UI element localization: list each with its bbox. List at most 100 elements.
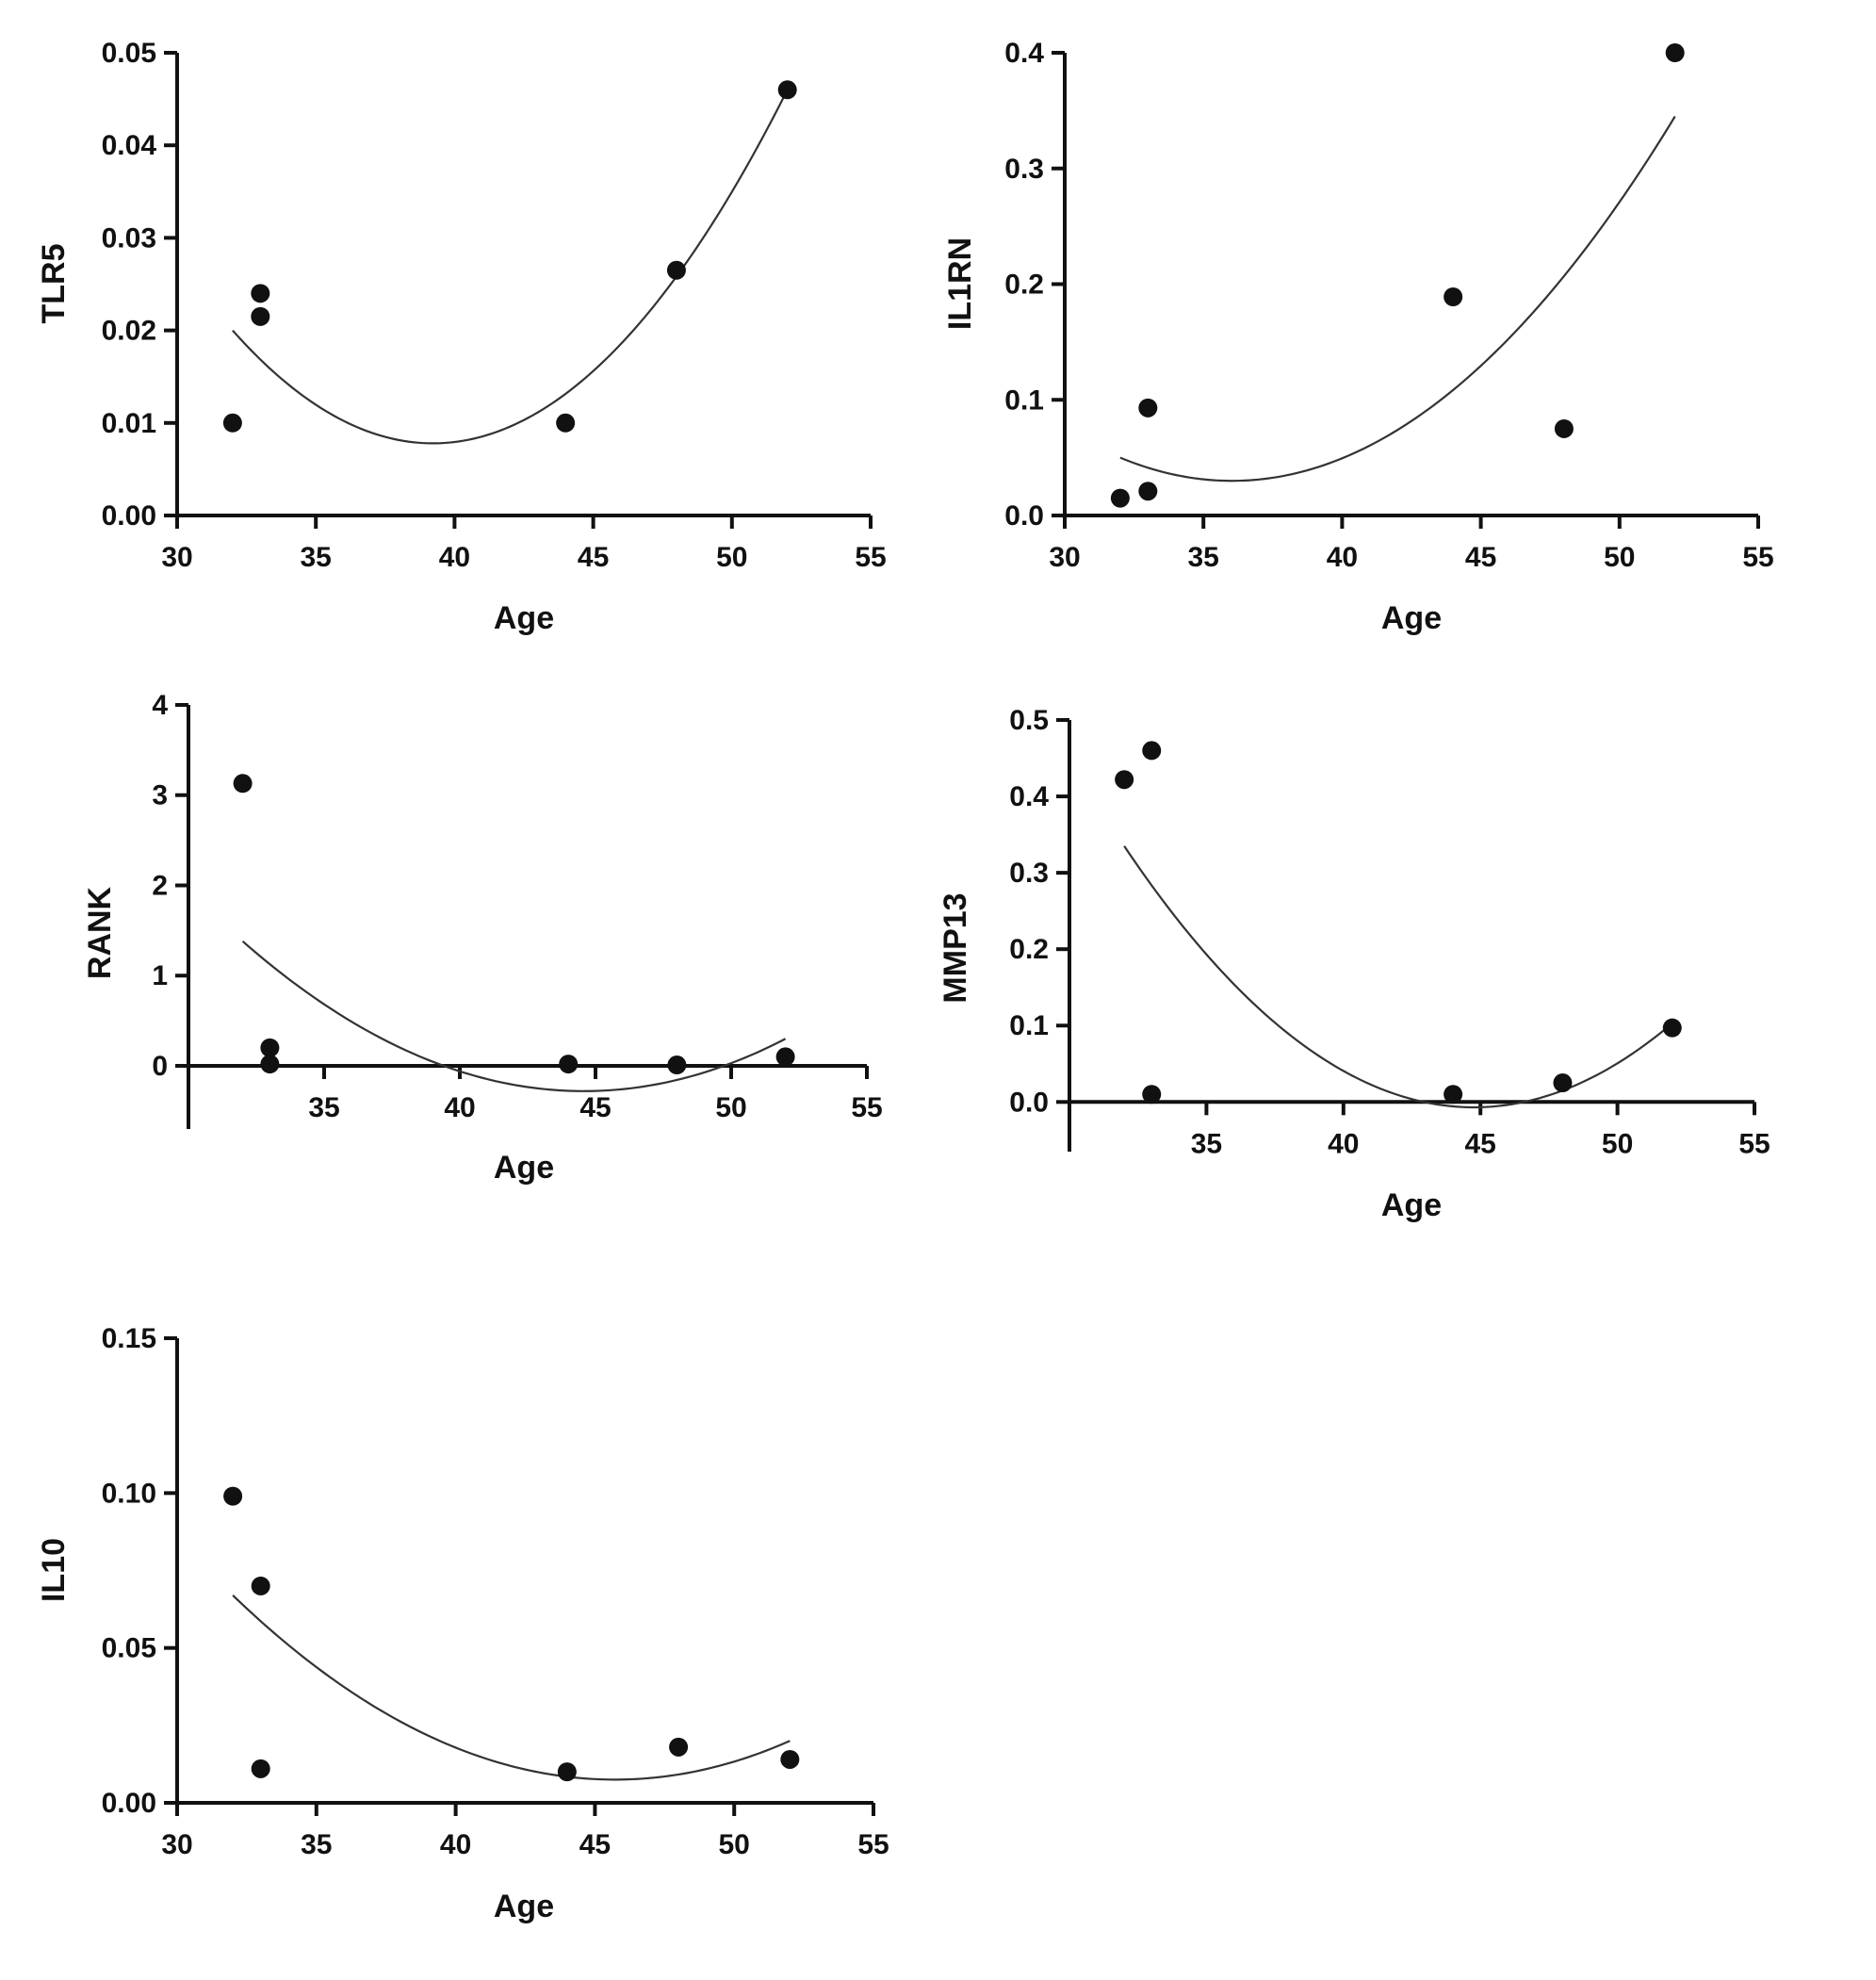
rank-data-point bbox=[775, 1047, 795, 1067]
rank-data-point bbox=[260, 1038, 280, 1057]
rank-data-point bbox=[667, 1055, 687, 1075]
il1rn-x-tick-label: 45 bbox=[1465, 542, 1496, 573]
mmp13-data-point bbox=[1444, 1085, 1463, 1105]
il10-x-tick-label: 45 bbox=[579, 1829, 611, 1860]
tlr5-data-point bbox=[777, 80, 797, 100]
tlr5-y-tick-label: 0.00 bbox=[102, 500, 156, 532]
rank-y-tick-label: 4 bbox=[152, 690, 168, 721]
il1rn-y-tick-label: 0.1 bbox=[1004, 385, 1044, 416]
rank-ticks: 0 1 2 3 4 35 40 45 50 55 bbox=[152, 690, 883, 1129]
il1rn-y-tick-label: 0.3 bbox=[1004, 154, 1044, 185]
tlr5-x-tick-label: 55 bbox=[855, 542, 886, 573]
mmp13-data-point bbox=[1142, 1085, 1162, 1105]
il10-x-tick-label: 40 bbox=[440, 1829, 471, 1860]
mmp13-y-tick-label: 0.4 bbox=[1009, 781, 1049, 812]
il1rn-x-tick-label: 35 bbox=[1188, 542, 1219, 573]
rank-y-tick-label: 2 bbox=[152, 870, 168, 901]
rank-x-tick-label: 35 bbox=[308, 1092, 339, 1123]
il1rn-ticks: 0.0 0.1 0.2 0.3 0.4 30 35 40 45 50 55 bbox=[1004, 38, 1773, 573]
il1rn-y-tick-label: 0.4 bbox=[1004, 38, 1044, 69]
mmp13-y-tick-label: 0.2 bbox=[1009, 934, 1049, 965]
mmp13-x-tick-label: 50 bbox=[1602, 1128, 1633, 1159]
il10-panel: 0.00 0.05 0.10 0.15 30 35 40 45 50 55 Age IL10 bbox=[36, 1323, 889, 1924]
mmp13-y-tick-label: 0.0 bbox=[1009, 1087, 1049, 1118]
il10-marks bbox=[223, 1486, 800, 1782]
rank-fit-curve bbox=[241, 941, 787, 1092]
il1rn-fit-curve bbox=[1119, 115, 1676, 483]
tlr5-fit-curve bbox=[232, 89, 789, 445]
il10-data-point bbox=[669, 1737, 689, 1757]
rank-y-tick-label: 0 bbox=[152, 1051, 168, 1082]
mmp13-y-tick-label: 0.5 bbox=[1009, 705, 1049, 736]
mmp13-y-tick-label: 0.3 bbox=[1009, 858, 1049, 889]
rank-data-point bbox=[233, 774, 253, 794]
il10-x-tick-label: 30 bbox=[161, 1829, 192, 1860]
il10-fit-curve bbox=[232, 1594, 791, 1781]
tlr5-x-tick-label: 30 bbox=[161, 542, 192, 573]
rank-x-tick-label: 45 bbox=[579, 1092, 611, 1123]
mmp13-x-tick-label: 40 bbox=[1328, 1128, 1359, 1159]
tlr5-data-point bbox=[251, 284, 270, 303]
il10-data-point bbox=[223, 1486, 243, 1506]
tlr5-y-tick-label: 0.02 bbox=[102, 316, 156, 347]
tlr5-y-tick-label: 0.05 bbox=[102, 38, 156, 69]
il1rn-data-point bbox=[1138, 482, 1158, 501]
tlr5-panel: 0.00 0.01 0.02 0.03 0.04 0.05 30 35 40 45 50 55 Age… bbox=[36, 38, 887, 636]
tlr5-marks bbox=[222, 80, 797, 445]
tlr5-y-axis-title: TLR5 bbox=[36, 244, 72, 324]
il10-x-tick-label: 35 bbox=[301, 1829, 332, 1860]
il1rn-data-point bbox=[1138, 398, 1158, 417]
rank-y-axis-title: RANK bbox=[82, 886, 118, 979]
tlr5-x-tick-label: 40 bbox=[439, 542, 470, 573]
mmp13-x-tick-label: 35 bbox=[1191, 1128, 1222, 1159]
rank-x-tick-label: 40 bbox=[444, 1092, 475, 1123]
tlr5-data-point bbox=[222, 413, 242, 433]
il1rn-panel: 0.0 0.1 0.2 0.3 0.4 30 35 40 45 50 55 Age IL1RN bbox=[942, 38, 1774, 636]
il1rn-data-point bbox=[1444, 287, 1463, 307]
il10-x-tick-label: 50 bbox=[719, 1829, 750, 1860]
il10-ticks: 0.00 0.05 0.10 0.15 30 35 40 45 50 55 bbox=[102, 1323, 889, 1860]
il10-data-point bbox=[557, 1762, 577, 1782]
mmp13-x-tick-label: 45 bbox=[1465, 1128, 1496, 1159]
mmp13-x-tick-label: 55 bbox=[1738, 1128, 1770, 1159]
rank-y-tick-label: 1 bbox=[152, 960, 168, 991]
il1rn-x-tick-label: 55 bbox=[1742, 542, 1773, 573]
mmp13-data-point bbox=[1553, 1073, 1573, 1093]
il1rn-x-tick-label: 40 bbox=[1327, 542, 1358, 573]
tlr5-y-tick-label: 0.01 bbox=[102, 408, 156, 439]
il1rn-data-point bbox=[1554, 418, 1574, 438]
tlr5-data-point bbox=[251, 306, 270, 326]
rank-x-axis-title: Age bbox=[494, 1150, 554, 1186]
il1rn-data-point bbox=[1110, 488, 1130, 508]
rank-data-point bbox=[260, 1055, 280, 1074]
rank-x-tick-label: 50 bbox=[715, 1092, 746, 1123]
il1rn-data-point bbox=[1665, 43, 1685, 62]
il10-y-tick-label: 0.00 bbox=[102, 1788, 156, 1819]
mmp13-panel: 0.0 0.1 0.2 0.3 0.4 0.5 35 40 45 50 55 Age MMP13 bbox=[938, 705, 1770, 1223]
il10-x-tick-label: 55 bbox=[857, 1829, 889, 1860]
il10-y-axis-title: IL10 bbox=[36, 1538, 72, 1602]
il10-x-axis-title: Age bbox=[494, 1889, 554, 1924]
il1rn-y-tick-label: 0.2 bbox=[1004, 270, 1044, 301]
mmp13-marks bbox=[1115, 741, 1682, 1109]
rank-marks bbox=[233, 774, 795, 1092]
il10-y-tick-label: 0.05 bbox=[102, 1633, 156, 1664]
tlr5-data-point bbox=[556, 413, 576, 433]
il1rn-x-tick-label: 30 bbox=[1049, 542, 1080, 573]
mmp13-data-point bbox=[1142, 741, 1162, 761]
tlr5-x-axis-title: Age bbox=[494, 600, 554, 636]
rank-data-point bbox=[559, 1055, 579, 1074]
mmp13-fit-curve bbox=[1123, 845, 1673, 1109]
rank-panel: 0 1 2 3 4 35 40 45 50 55 Age RANK bbox=[82, 690, 883, 1186]
mmp13-y-tick-label: 0.1 bbox=[1009, 1010, 1049, 1041]
il10-y-tick-label: 0.15 bbox=[102, 1323, 156, 1354]
rank-x-tick-label: 55 bbox=[851, 1092, 882, 1123]
mmp13-data-point bbox=[1115, 770, 1134, 790]
tlr5-x-tick-label: 50 bbox=[716, 542, 747, 573]
mmp13-ticks: 0.0 0.1 0.2 0.3 0.4 0.5 35 40 45 50 55 bbox=[1009, 705, 1770, 1159]
il10-y-tick-label: 0.10 bbox=[102, 1478, 156, 1509]
il1rn-x-axis-title: Age bbox=[1381, 600, 1442, 636]
il1rn-y-tick-label: 0.0 bbox=[1004, 500, 1044, 532]
il1rn-marks bbox=[1110, 43, 1685, 508]
